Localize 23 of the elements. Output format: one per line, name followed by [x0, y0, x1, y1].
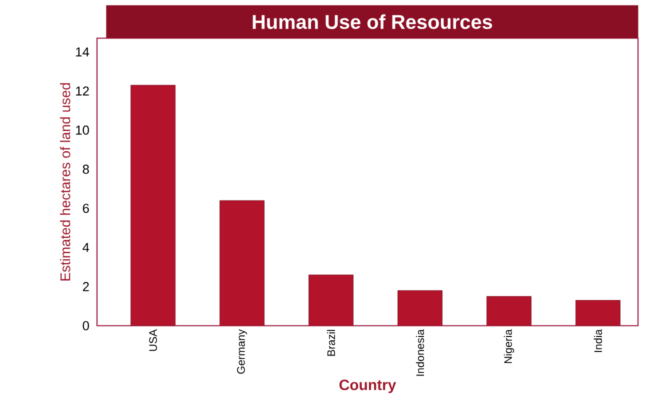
- bar: [398, 290, 442, 326]
- y-tick-label: 12: [76, 86, 89, 96]
- y-axis-title: Estimated hectares of land used: [60, 83, 70, 280]
- x-axis-title: Country: [339, 380, 396, 394]
- x-tick-label: Indonesia: [416, 329, 424, 376]
- y-tick-label: 6: [82, 204, 89, 213]
- x-tick-label: Brazil: [327, 330, 336, 356]
- y-tick-label: 4: [82, 243, 90, 252]
- x-tick-label: Germany: [237, 329, 247, 374]
- y-tick-label: 2: [82, 282, 89, 292]
- y-tick-label: 14: [76, 47, 90, 56]
- y-tick-label: 8: [82, 164, 89, 174]
- y-tick-label: 10: [76, 126, 89, 135]
- bar: [220, 200, 264, 326]
- x-tick-label: Nigeria: [504, 329, 514, 364]
- chart-title: Human Use of Resources: [252, 14, 492, 30]
- bar: [130, 84, 176, 326]
- bar: [486, 296, 532, 326]
- y-tick-label: 0: [82, 321, 89, 330]
- bar: [308, 274, 354, 326]
- x-tick-label: India: [594, 329, 602, 352]
- x-tick-label: USA: [149, 329, 157, 351]
- bar: [576, 300, 620, 326]
